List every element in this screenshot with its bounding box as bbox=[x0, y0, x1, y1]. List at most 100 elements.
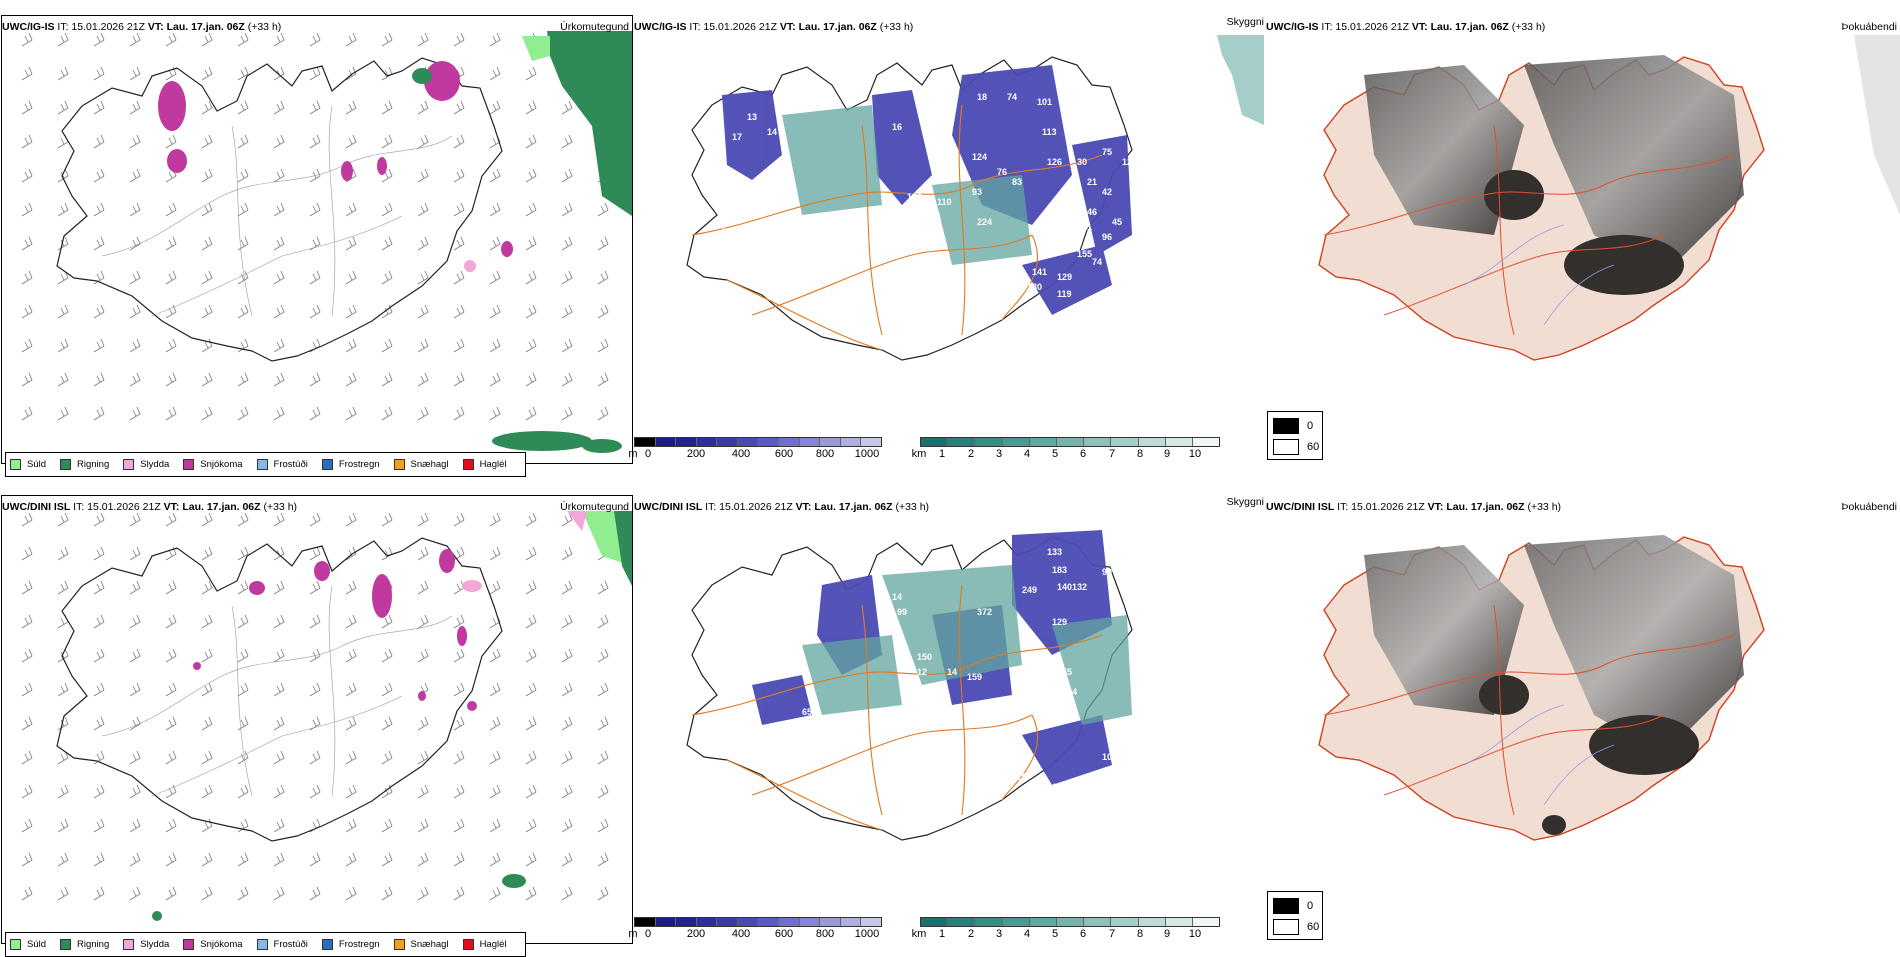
wind-barb bbox=[453, 546, 465, 561]
legend-label: Súld bbox=[27, 459, 47, 470]
colorbar-tick: 0 bbox=[644, 928, 652, 940]
legend-label: Snjókoma bbox=[200, 459, 243, 470]
wind-barb bbox=[21, 546, 33, 561]
wind-barb bbox=[381, 750, 393, 765]
precip-blobs bbox=[158, 31, 632, 453]
wind-barb bbox=[309, 32, 321, 47]
precip-type-panel-row2: Súld Rigning Slydda Snjókoma Frostúði Fr… bbox=[0, 480, 633, 957]
cloudbase-value-label: 113 bbox=[1042, 127, 1057, 137]
wind-barb bbox=[309, 852, 321, 867]
wind-barb bbox=[237, 614, 249, 629]
panel-title: Skyggni bbox=[1226, 496, 1264, 508]
wind-barb bbox=[237, 546, 249, 561]
wind-barb bbox=[57, 338, 69, 353]
wind-barb bbox=[489, 304, 501, 319]
wind-barb bbox=[597, 270, 609, 285]
wind-barb bbox=[57, 66, 69, 81]
wind-barb bbox=[525, 338, 537, 353]
wind-barb bbox=[417, 202, 429, 217]
legend-item-frostregn: Frostregn bbox=[321, 939, 380, 950]
colorbar-tick: 6 bbox=[1079, 928, 1087, 940]
wind-barb bbox=[201, 202, 213, 217]
model-name: UWC/IG-IS bbox=[1266, 21, 1319, 33]
wind-barb bbox=[21, 32, 33, 47]
wind-barb bbox=[381, 716, 393, 731]
colorbar-tick: 8 bbox=[1136, 928, 1144, 940]
cloudbase-value-label: 78 bbox=[742, 72, 752, 82]
valid-time: Lau. 17.jan. 06Z bbox=[1430, 21, 1509, 33]
wind-barb bbox=[21, 304, 33, 319]
cloudbase-value-label: 21 bbox=[1087, 177, 1097, 187]
wind-barb bbox=[597, 886, 609, 901]
wind-barb bbox=[237, 270, 249, 285]
cloudbase-value-label: 74 bbox=[1007, 92, 1017, 102]
wind-barb bbox=[525, 512, 537, 527]
legend-item-snjokoma: Snjókoma bbox=[183, 939, 243, 950]
wind-barb bbox=[309, 202, 321, 217]
cloudbase-value-label: 130 bbox=[1027, 282, 1042, 292]
wind-barb bbox=[561, 818, 573, 833]
wind-barb bbox=[93, 406, 105, 421]
wind-barb bbox=[525, 546, 537, 561]
wind-barb bbox=[417, 100, 429, 115]
wind-barb bbox=[309, 886, 321, 901]
legend-label: Frostúði bbox=[273, 939, 308, 950]
wind-barb bbox=[525, 716, 537, 731]
wind-barb bbox=[525, 134, 537, 149]
cloudbase-value-label: 119 bbox=[1057, 289, 1072, 299]
cloudbase-value-label: 14 bbox=[1052, 782, 1062, 792]
precip-type-map: Súld Rigning Slydda Snjókoma Frostúði Fr… bbox=[1, 15, 633, 477]
precip-type-map: Súld Rigning Slydda Snjókoma Frostúði Fr… bbox=[1, 495, 633, 957]
legend-item-rigning: Rigning bbox=[60, 939, 109, 950]
legend-label: Snæhagl bbox=[410, 939, 449, 950]
wind-barb bbox=[201, 580, 213, 595]
wind-barb bbox=[57, 32, 69, 47]
legend-label: Frostúði bbox=[273, 459, 308, 470]
wind-barb bbox=[417, 784, 429, 799]
wind-barb bbox=[21, 648, 33, 663]
wind-barb bbox=[561, 100, 573, 115]
wind-barb bbox=[381, 614, 393, 629]
cloudbase-value-label: 85 bbox=[992, 737, 1002, 747]
wind-barb bbox=[597, 682, 609, 697]
wind-barb bbox=[453, 614, 465, 629]
wind-barb bbox=[417, 372, 429, 387]
wind-barb bbox=[129, 580, 141, 595]
model-name: UWC/IG-IS bbox=[2, 21, 55, 33]
wind-barb bbox=[417, 750, 429, 765]
wind-barb bbox=[489, 716, 501, 731]
legend-item-snaehagl: Snæhagl bbox=[393, 459, 449, 470]
wind-barb bbox=[489, 372, 501, 387]
wind-barb bbox=[165, 852, 177, 867]
wind-barb bbox=[237, 134, 249, 149]
legend-swatch bbox=[123, 459, 135, 470]
wind-barb bbox=[57, 406, 69, 421]
cloudbase-value-label: 140 bbox=[1057, 582, 1072, 592]
wind-barb bbox=[57, 512, 69, 527]
cloudbase-value-label: 10 bbox=[742, 187, 752, 197]
wind-barb bbox=[561, 886, 573, 901]
cloudbase-value-label: 550 bbox=[1057, 707, 1072, 717]
init-time: IT: 15.01.2026 21Z bbox=[689, 21, 777, 33]
wind-barb bbox=[381, 236, 393, 251]
wind-barb bbox=[93, 32, 105, 47]
cloudbase-colorbar: m 0 200 400 600 800 1000 bbox=[628, 437, 882, 461]
wind-barb bbox=[273, 512, 285, 527]
cloudbase-value-label: 86 bbox=[882, 622, 892, 632]
legend-item-snaehagl: Snæhagl bbox=[393, 939, 449, 950]
cloudbase-value-label: 88 bbox=[1052, 237, 1062, 247]
wind-barb bbox=[417, 32, 429, 47]
wind-barb bbox=[525, 100, 537, 115]
wind-barb bbox=[561, 716, 573, 731]
visibility-ticks: km 1 2 3 4 5 6 7 8 9 10 bbox=[912, 447, 1220, 461]
wind-barb bbox=[345, 134, 357, 149]
fog-legend-item: 0 bbox=[1273, 898, 1313, 914]
fog-map: 0 60 bbox=[1264, 515, 1900, 940]
wind-barb bbox=[489, 580, 501, 595]
wind-barb bbox=[237, 784, 249, 799]
wind-barb bbox=[237, 512, 249, 527]
colorbar-tick: 10 bbox=[1188, 448, 1202, 460]
init-time: IT: 15.01.2026 21Z bbox=[57, 21, 145, 33]
wind-barb bbox=[93, 270, 105, 285]
